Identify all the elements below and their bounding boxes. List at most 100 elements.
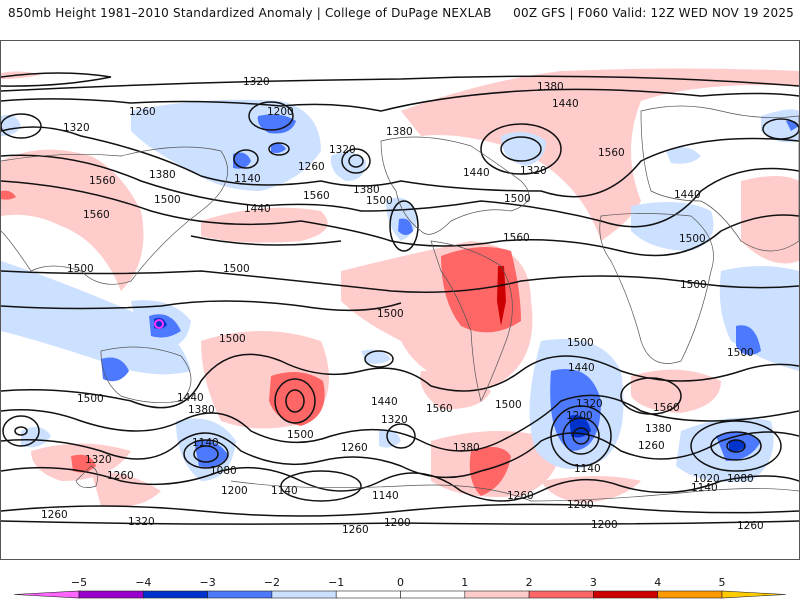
contour-label: 1320 <box>128 516 155 528</box>
contour-label: 1380 <box>386 126 413 138</box>
contour-label: 1560 <box>653 402 680 414</box>
neg-anomaly-gulf-alaska <box>330 152 366 181</box>
contour-labels: 1320 1260 1200 1320 1380 1140 1260 1320 … <box>41 76 764 536</box>
neg-anomaly-australia-west <box>21 427 51 448</box>
colorbar-cell <box>657 590 723 599</box>
contour-label: 1320 <box>63 122 90 134</box>
contour-label: 1260 <box>298 161 325 173</box>
contour-label: 1500 <box>377 308 404 320</box>
neg-anomaly-california-core <box>398 218 413 235</box>
contour-label: 1320 <box>576 398 603 410</box>
contour-label: 1500 <box>154 194 181 206</box>
contour-label: 1440 <box>177 392 204 404</box>
contour-label: 1440 <box>463 167 490 179</box>
pos-anomaly-south-pacific-core <box>269 372 325 426</box>
contour-label: 1260 <box>107 470 134 482</box>
contour-label: 1260 <box>737 520 764 532</box>
colorbar-cell-min <box>13 590 80 599</box>
colorbar-tick-label: 5 <box>719 576 726 589</box>
contour-label: 1140 <box>271 485 298 497</box>
neg-anomaly-extreme-new-guinea <box>154 319 164 329</box>
pos-anomaly-andes <box>497 266 506 326</box>
contour-label: 1560 <box>426 403 453 415</box>
contour-label: 1140 <box>574 463 601 475</box>
contour-label: 1500 <box>219 333 246 345</box>
contour-label: 1500 <box>567 337 594 349</box>
contour-label: 1260 <box>638 440 665 452</box>
contour-label: 1260 <box>129 106 156 118</box>
colorbar-tick-label: 4 <box>654 576 661 589</box>
contour-label: 1500 <box>67 263 94 275</box>
model-run-info: 00Z GFS | F060 Valid: 12Z WED NOV 19 202… <box>513 6 794 20</box>
colorbar-tick-label: −4 <box>135 576 151 589</box>
contour-label: 1440 <box>371 396 398 408</box>
map-title: 850mb Height 1981–2010 Standardized Anom… <box>8 6 492 20</box>
contour-label: 1320 <box>520 165 547 177</box>
colorbar-cell <box>335 590 401 599</box>
colorbar-cell <box>464 590 530 599</box>
neg-anomaly-europe <box>666 147 701 164</box>
contour-label: 1440 <box>244 203 271 215</box>
pos-anomaly-middle-east <box>741 176 799 264</box>
colorbar-tick-label: 0 <box>397 576 404 589</box>
colorbar-tick-label: 1 <box>461 576 468 589</box>
contour-label: 1500 <box>680 279 707 291</box>
pos-anomaly-southern-ocean-mid <box>91 471 161 507</box>
colorbar-cell <box>528 590 594 599</box>
colorbar-tick-label: −5 <box>71 576 87 589</box>
contour-label: 1500 <box>679 233 706 245</box>
contour-label: 1260 <box>507 490 534 502</box>
pos-anomaly-north-pacific <box>201 207 328 243</box>
colorbar-cell-max <box>721 590 787 599</box>
contour-label: 1440 <box>568 362 595 374</box>
contour-label: 1260 <box>342 524 369 536</box>
contour-label: 1380 <box>645 423 672 435</box>
colorbar-cell <box>271 590 337 599</box>
colorbar-tick-label: −2 <box>264 576 280 589</box>
neg-anomaly-kamchatka-2 <box>271 143 286 153</box>
colorbar-cell <box>207 590 273 599</box>
colorbar-cell <box>78 590 144 599</box>
contour-label: 1380 <box>353 184 380 196</box>
contour-label: 1380 <box>188 404 215 416</box>
contour-label: 1320 <box>329 144 356 156</box>
contour-label: 1500 <box>366 195 393 207</box>
contour-label: 1140 <box>234 173 261 185</box>
contour-label: 1500 <box>504 193 531 205</box>
contour-label: 1440 <box>552 98 579 110</box>
neg-anomaly-south-pacific-mid <box>379 429 401 448</box>
contour-label: 1320 <box>243 76 270 88</box>
pos-anomaly-asia-small <box>1 190 16 200</box>
neg-anomaly-kerguelen-dark <box>729 439 746 452</box>
contour-label: 1200 <box>384 517 411 529</box>
contour-label: 1320 <box>85 454 112 466</box>
contour-label: 1500 <box>727 347 754 359</box>
colorbar-tick-label: 3 <box>590 576 597 589</box>
colorbar-tick-label: 2 <box>526 576 533 589</box>
contour-label: 1500 <box>223 263 250 275</box>
contour-label: 1200 <box>591 519 618 531</box>
height-contours <box>1 72 799 525</box>
colorbar-tick-label: −3 <box>199 576 215 589</box>
map-panel: 1320 1260 1200 1320 1380 1140 1260 1320 … <box>0 40 800 560</box>
neg-anomaly-siberia-core <box>257 114 296 134</box>
contour-label: 1500 <box>287 429 314 441</box>
contour-label: 1380 <box>537 81 564 93</box>
contour-label: 1200 <box>267 106 294 118</box>
neg-anomaly-west-atlantic <box>1 114 21 136</box>
contour-label: 1080 <box>210 465 237 477</box>
contour-label: 1260 <box>41 509 68 521</box>
contour-label: 1140 <box>192 437 219 449</box>
contour-label: 1140 <box>372 490 399 502</box>
contour-label: 1140 <box>691 482 718 494</box>
contour-label: 1380 <box>453 442 480 454</box>
coastlines <box>1 105 799 502</box>
pos-anomaly-canada-arctic <box>401 68 799 241</box>
neg-anomaly-australia <box>101 357 129 382</box>
contour-label: 1560 <box>503 232 530 244</box>
colorbar-tick-label: −1 <box>328 576 344 589</box>
contour-label: 1560 <box>83 209 110 221</box>
colorbar-ticks: −5 −4 −3 −2 −1 0 1 2 3 4 5 <box>71 576 726 589</box>
contour-label: 1020 <box>693 473 720 485</box>
colorbar-cells <box>13 590 787 599</box>
